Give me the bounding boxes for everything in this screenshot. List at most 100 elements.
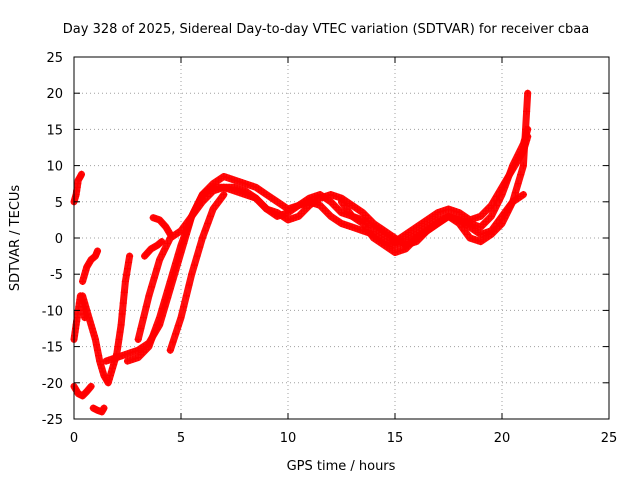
data-point	[514, 180, 522, 188]
data-point	[153, 265, 161, 273]
data-point	[517, 171, 525, 179]
y-tick-label: -20	[42, 377, 63, 392]
data-point	[185, 281, 193, 289]
data-point	[82, 267, 90, 275]
data-point	[220, 191, 228, 199]
data-point	[362, 223, 370, 231]
data-point	[174, 322, 182, 330]
data-point	[122, 271, 130, 279]
data-point	[94, 247, 102, 255]
data-point	[493, 201, 501, 209]
data-point	[503, 176, 511, 184]
data-point	[105, 375, 113, 383]
data-point	[169, 338, 177, 346]
data-point	[92, 341, 100, 349]
x-tick-label: 20	[494, 431, 511, 446]
data-point	[166, 230, 174, 238]
data-point	[509, 198, 517, 206]
data-point	[87, 382, 95, 390]
data-point	[88, 325, 96, 332]
data-point	[461, 227, 469, 235]
data-point	[142, 303, 150, 311]
data-point	[86, 384, 94, 392]
data-point	[107, 368, 115, 376]
data-point	[84, 310, 92, 318]
data-point	[121, 277, 129, 285]
data-point	[158, 238, 166, 246]
data-point	[174, 250, 182, 258]
series-track-m	[338, 89, 532, 256]
data-point	[118, 310, 126, 318]
data-point	[204, 220, 212, 228]
data-point	[193, 205, 201, 213]
x-axis-label: GPS time / hours	[287, 459, 396, 474]
series-track-a	[70, 170, 85, 206]
data-point	[91, 335, 99, 343]
data-point	[145, 343, 153, 351]
tick-layer: 0 5 10 15 20 25 -25 -20 -15 -10 -5 0 5 10 15 20 25	[42, 51, 618, 446]
series-track-d	[79, 247, 102, 285]
data-point	[346, 209, 354, 217]
data-point	[164, 286, 172, 294]
data-point	[188, 212, 196, 220]
data-point	[115, 335, 123, 343]
data-point	[77, 170, 85, 178]
data-point	[158, 305, 166, 313]
data-point	[172, 259, 180, 267]
data-point	[458, 223, 466, 231]
data-point	[80, 296, 88, 304]
data-point	[519, 162, 527, 170]
data-point	[514, 151, 522, 159]
data-point	[166, 277, 174, 285]
x-tick-label: 5	[177, 431, 185, 446]
data-point	[82, 303, 90, 311]
data-point	[498, 191, 506, 199]
data-point	[125, 258, 133, 266]
data-point	[116, 328, 124, 336]
data-point	[520, 144, 528, 151]
data-point	[519, 191, 527, 199]
data-point	[364, 227, 372, 235]
data-point	[340, 201, 348, 209]
y-axis-label: SDTVAR / TECUs	[8, 185, 23, 292]
data-point	[79, 292, 87, 300]
data-point	[503, 209, 511, 217]
y-tick-label: 25	[46, 51, 63, 66]
data-point	[95, 352, 103, 360]
data-point	[150, 274, 158, 282]
data-point	[148, 335, 156, 343]
data-point	[188, 270, 196, 278]
data-point	[501, 183, 509, 191]
x-tick-label: 15	[387, 431, 404, 446]
data-point	[511, 189, 519, 197]
chart-title: Day 328 of 2025, Sidereal Day-to-day VTE…	[63, 22, 589, 37]
data-point	[523, 107, 531, 115]
data-point	[180, 234, 188, 242]
data-point	[509, 162, 517, 170]
data-point	[98, 364, 106, 372]
data-point	[177, 227, 185, 235]
data-point	[212, 201, 220, 209]
data-point	[196, 243, 204, 251]
data-point	[106, 372, 114, 380]
data-point	[164, 239, 172, 247]
data-point	[156, 314, 164, 322]
data-point	[172, 330, 180, 338]
data-point	[87, 321, 95, 329]
series-track-k	[149, 214, 174, 238]
data-point	[166, 346, 174, 354]
data-point	[140, 314, 148, 322]
data-point	[338, 198, 345, 206]
y-tick-label: -5	[50, 268, 63, 283]
data-point	[190, 209, 198, 217]
data-point	[506, 203, 514, 211]
data-point	[97, 361, 105, 369]
data-point	[156, 256, 164, 264]
data-point	[180, 223, 188, 231]
data-point	[182, 292, 190, 300]
data-point	[145, 292, 153, 300]
x-tick-label: 25	[601, 431, 618, 446]
series-track-l	[166, 191, 228, 354]
data-point	[110, 361, 118, 369]
data-point	[177, 314, 185, 322]
